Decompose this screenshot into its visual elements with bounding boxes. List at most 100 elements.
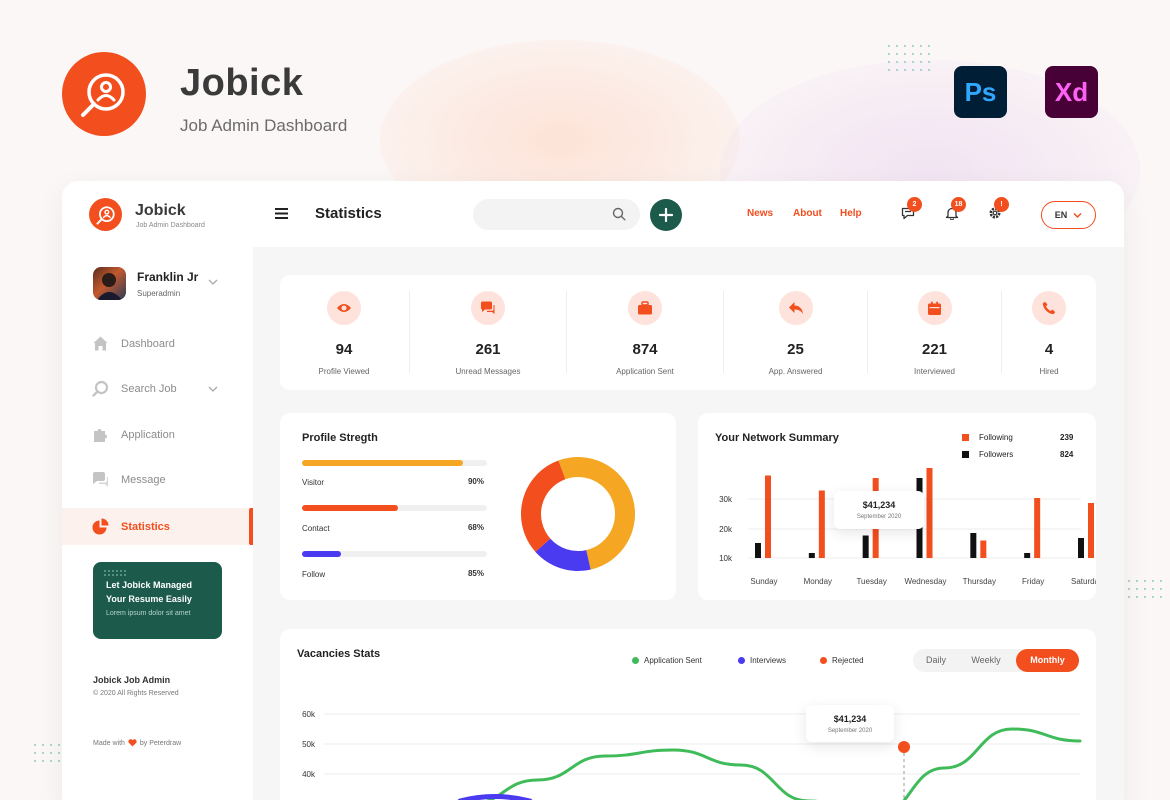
notification-badge: 2 (907, 197, 922, 212)
progress-bar (302, 460, 487, 466)
sidebar-item-dashboard[interactable]: Dashboard (62, 325, 253, 362)
y-tick-label: 60k (302, 710, 316, 719)
x-tick-label: Wednesday (904, 577, 946, 586)
notification-badge: 18 (951, 197, 966, 212)
legend-dot (632, 657, 639, 664)
settings-button[interactable]: ! (985, 197, 1009, 223)
legend-item-following: Following (962, 433, 1013, 442)
chevron-down-icon[interactable] (208, 278, 218, 286)
stat-unread-messages: 261 Unread Messages (410, 275, 566, 390)
range-toggle: Daily Weekly Monthly (913, 649, 1079, 672)
search-icon[interactable] (612, 207, 626, 221)
hero-title: Jobick (180, 62, 304, 104)
card-title: Your Network Summary (715, 432, 839, 444)
stat-interviewed: 221 Interviewed (868, 275, 1001, 390)
chart-tooltip: $41,234 September 2020 (806, 705, 894, 742)
bar-following (1088, 503, 1094, 558)
bar-followers (755, 543, 761, 558)
phone-icon (1032, 291, 1066, 325)
legend-dot (738, 657, 745, 664)
bar-following (926, 468, 933, 558)
search-icon (92, 380, 109, 397)
user-name[interactable]: Franklin Jr (137, 270, 199, 284)
messages-button[interactable]: 2 (898, 197, 922, 223)
eye-icon (327, 291, 361, 325)
search-box (473, 199, 640, 230)
calendar-icon (917, 291, 952, 325)
notification-badge: ! (994, 197, 1009, 212)
stat-value: 94 (335, 341, 353, 358)
language-select[interactable]: EN (1041, 201, 1096, 229)
sidebar-item-label: Application (121, 428, 175, 441)
tooltip-date: September 2020 (856, 514, 902, 520)
decor-dots (104, 570, 126, 576)
range-option-weekly[interactable]: Weekly (971, 655, 1001, 665)
bar-followers (862, 535, 869, 558)
point-rejected[interactable] (898, 741, 910, 753)
stat-profile-viewed: 94 Profile Viewed (280, 275, 408, 390)
promo-subtitle: Lorem ipsum dolor sit amet (106, 610, 191, 617)
donut-slice-visitor (558, 457, 635, 570)
progress-fill (302, 460, 463, 466)
gear-icon (989, 207, 1001, 219)
network-summary-card: Your Network Summary Following 239 Follo… (698, 413, 1096, 600)
profile-strength-card: Profile Stregth Visitor 90% Contact 68% … (280, 413, 676, 600)
bar-followers (1024, 553, 1031, 558)
tooltip-value: $41,234 (833, 714, 867, 724)
stat-label: App. Answered (768, 367, 823, 376)
legend-label: Followers (979, 450, 1014, 459)
bar-followers (970, 533, 977, 558)
stat-value: 221 (921, 341, 948, 358)
stat-label: Interviewed (914, 367, 955, 376)
vacancies-stats-card: Vacancies Stats Application Sent Intervi… (280, 629, 1096, 800)
progress-label: Visitor (302, 478, 325, 487)
chevron-down-icon[interactable] (208, 385, 218, 393)
nav-link-news[interactable]: News (747, 208, 774, 219)
add-button[interactable] (650, 199, 682, 231)
search-input[interactable] (485, 207, 605, 218)
decor-dots (1128, 580, 1162, 598)
hero-subtitle: Job Admin Dashboard (180, 116, 348, 135)
decor-dots (888, 45, 930, 71)
divider (1001, 291, 1002, 373)
brand-logo-icon[interactable] (89, 198, 122, 231)
legend-label: Rejected (832, 656, 864, 665)
sidebar-item-statistics[interactable]: Statistics (62, 508, 253, 545)
xd-badge: Xd (1045, 66, 1098, 118)
topbar: Statistics News About Help 2 18 ! EN (253, 181, 1124, 247)
legend-value: 824 (1060, 450, 1074, 459)
nav-link-help[interactable]: Help (840, 208, 862, 219)
user-role: Superadmin (137, 289, 181, 298)
sidebar-item-search-job[interactable]: Search Job (62, 370, 253, 407)
stat-label: Profile Viewed (318, 367, 370, 376)
legend-item-interviews: Interviews (738, 656, 786, 665)
stat-app-answered: 25 App. Answered (724, 275, 867, 390)
photoshop-badge: Ps (954, 66, 1007, 118)
notifications-button[interactable]: 18 (942, 197, 966, 223)
legend-label: Application Sent (644, 656, 702, 665)
nav-link-about[interactable]: About (793, 208, 822, 219)
y-tick-label: 50k (302, 740, 316, 749)
x-tick-label: Friday (1022, 577, 1044, 586)
menu-icon[interactable] (275, 208, 288, 219)
card-title: Profile Stregth (302, 432, 378, 444)
range-option-daily[interactable]: Daily (925, 655, 946, 665)
stat-value: 874 (632, 341, 658, 358)
line-interviews (457, 794, 533, 800)
sidebar-item-application[interactable]: Application (62, 416, 253, 453)
sidebar-item-label: Search Job (121, 382, 177, 395)
bar-following (980, 540, 987, 558)
progress-value: 90% (467, 477, 484, 486)
pie-chart-icon (92, 518, 109, 535)
puzzle-icon (92, 426, 109, 443)
x-tick-label: Monday (804, 577, 832, 586)
x-tick-label: Thursday (963, 577, 996, 586)
promo-card[interactable]: Let Jobick Managed Your Resume Easily Lo… (93, 562, 222, 639)
bar-followers (1078, 538, 1084, 558)
donut-chart (521, 457, 635, 571)
range-option-monthly[interactable]: Monthly (1016, 649, 1079, 672)
sidebar-item-label: Dashboard (121, 337, 175, 350)
sidebar-item-message[interactable]: Message (62, 461, 253, 498)
avatar[interactable] (93, 267, 126, 300)
footer-credit: Made with by Peterdraw (93, 739, 181, 747)
